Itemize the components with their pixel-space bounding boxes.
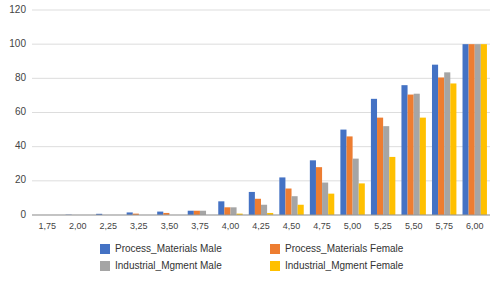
bar — [414, 94, 420, 215]
x-tick-label: 4,25 — [252, 221, 270, 231]
legend-label: Process_Materials Male — [115, 243, 222, 254]
bar — [218, 201, 224, 215]
x-tick-label: 2,25 — [100, 221, 118, 231]
bar — [194, 211, 200, 215]
x-tick-label: 5,75 — [435, 221, 453, 231]
legend-swatch — [270, 244, 280, 254]
bar — [255, 199, 261, 215]
legend-swatch — [270, 261, 280, 271]
bar — [340, 130, 346, 215]
bar — [383, 126, 389, 215]
bar — [401, 85, 407, 215]
bar — [328, 194, 334, 215]
bar — [438, 77, 444, 215]
bar — [371, 99, 377, 215]
bar — [224, 207, 230, 215]
bar — [359, 183, 365, 215]
legend-swatch — [100, 244, 110, 254]
x-axis-line — [32, 215, 490, 216]
chart: 0 20 40 60 80 100 120 1,75 2,00 2,25 3,25 3,50 3,75 4… — [0, 0, 500, 293]
bar — [322, 183, 328, 215]
bar — [408, 95, 414, 215]
x-tick-label: 3,25 — [130, 221, 148, 231]
bar — [475, 44, 481, 215]
bar — [420, 118, 426, 215]
y-tick-label: 80 — [15, 72, 27, 83]
bar — [463, 44, 469, 215]
x-tick-label: 3,50 — [161, 221, 179, 231]
bar — [450, 83, 456, 215]
grid-line — [32, 78, 490, 79]
legend: Process_Materials Male Process_Materials … — [100, 243, 404, 271]
bar — [377, 118, 383, 215]
x-tick-label: 5,50 — [405, 221, 423, 231]
x-tick-label: 4,75 — [313, 221, 331, 231]
legend-swatch — [100, 261, 110, 271]
x-tick-label: 6,00 — [466, 221, 484, 231]
y-tick-label: 0 — [20, 209, 26, 220]
bar — [389, 157, 395, 215]
bar — [298, 205, 304, 215]
bar — [346, 136, 352, 215]
bar — [481, 44, 487, 215]
grid — [32, 10, 490, 215]
bar — [353, 159, 359, 215]
grid-line — [32, 215, 490, 216]
bar — [249, 192, 255, 215]
y-tick-label: 40 — [15, 140, 27, 151]
legend-label: Process_Materials Female — [285, 243, 404, 254]
legend-label: Industrial_Mgment Female — [285, 260, 404, 271]
bar — [444, 72, 450, 215]
x-tick-label: 4,50 — [283, 221, 301, 231]
x-tick-label: 5,25 — [374, 221, 392, 231]
x-tick-label: 2,00 — [69, 221, 87, 231]
bar — [292, 196, 298, 215]
bar — [469, 44, 475, 215]
x-tick-label: 3,75 — [191, 221, 209, 231]
bar — [230, 207, 236, 215]
bar — [261, 205, 267, 215]
y-tick-label: 100 — [9, 38, 26, 49]
y-tick-label: 120 — [9, 4, 26, 15]
bar — [316, 167, 322, 215]
x-tick-label: 4,00 — [222, 221, 240, 231]
y-tick-label: 20 — [15, 174, 27, 185]
legend-label: Industrial_Mgment Male — [115, 260, 222, 271]
bar — [279, 177, 285, 215]
bar — [188, 211, 194, 215]
bar — [432, 65, 438, 215]
x-tick-label: 1,75 — [39, 221, 57, 231]
bar — [285, 189, 291, 215]
grid-line — [32, 44, 490, 45]
bar — [200, 211, 206, 215]
bars — [66, 44, 487, 215]
y-tick-label: 60 — [15, 106, 27, 117]
grid-line — [32, 10, 490, 11]
bar — [310, 160, 316, 215]
bar — [157, 212, 163, 215]
grid-line — [32, 112, 490, 113]
x-tick-label: 5,00 — [344, 221, 362, 231]
